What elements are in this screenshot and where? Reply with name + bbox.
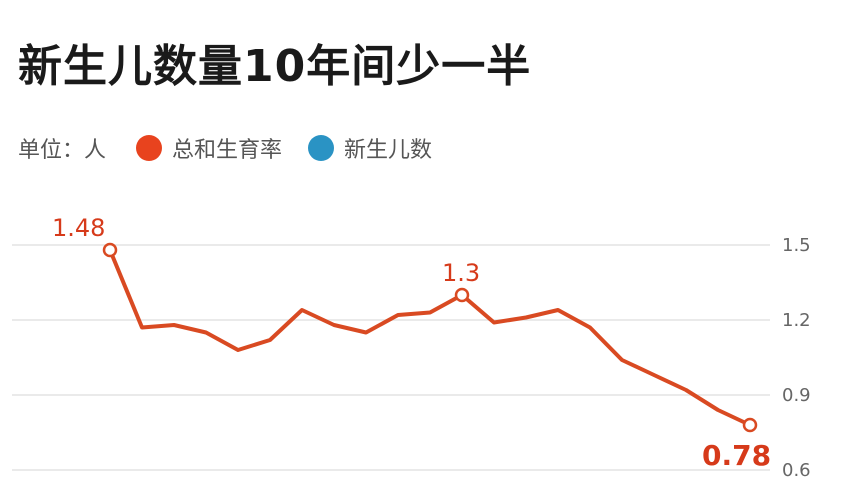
legend-swatch-fertility-rate [136,135,163,161]
legend-swatch-births [308,135,335,161]
y-tick-label: 0.6 [782,460,811,481]
legend-item-births: 新生儿数 [308,132,432,164]
data-point-marker [454,287,470,303]
y-tick-label: 1.5 [782,235,811,256]
data-point-marker [102,242,118,258]
legend-label-births: 新生儿数 [344,138,433,163]
legend-label-fertility-rate: 总和生育率 [172,138,283,163]
data-label: 1.48 [52,214,105,242]
y-tick-label: 1.2 [782,310,811,331]
unit-label: 单位：人 [18,138,107,163]
data-point-marker [742,417,758,433]
chart-title: 新生儿数量10年间少一半 [18,41,532,92]
data-label: 0.78 [702,439,771,472]
y-tick-label: 0.9 [782,385,811,406]
legend-item-fertility-rate: 总和生育率 [136,132,282,164]
legend: 单位：人 总和生育率 新生儿数 [18,132,458,164]
data-label: 1.3 [442,259,480,287]
series-line-fertility-rate [108,248,752,427]
